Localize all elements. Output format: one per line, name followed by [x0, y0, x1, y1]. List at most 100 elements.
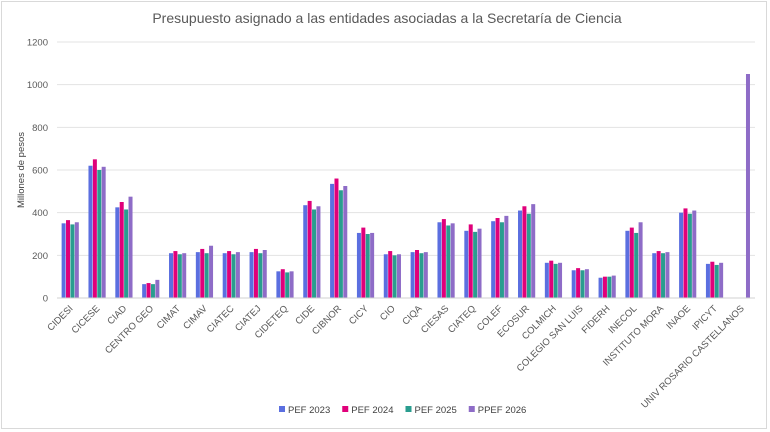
bar-pef-2025 — [231, 254, 236, 298]
bar-ppef-2026 — [289, 271, 294, 298]
y-tick-label: 400 — [32, 208, 48, 219]
bar-ppef-2026 — [101, 166, 106, 298]
x-tick-label: FIDERH — [580, 303, 613, 336]
bar-pef-2023 — [330, 183, 335, 298]
bar-pef-2024 — [522, 206, 527, 298]
legend-label: PEF 2023 — [288, 405, 330, 416]
bar-pef-2023 — [598, 277, 603, 298]
bar-ppef-2026 — [396, 254, 401, 298]
bar-pef-2023 — [464, 230, 469, 298]
bar-ppef-2026 — [182, 253, 187, 298]
bar-ppef-2026 — [209, 245, 214, 298]
bar-pef-2025 — [258, 253, 263, 298]
bar-pef-2025 — [634, 232, 639, 298]
bar-pef-2024 — [253, 248, 258, 298]
y-tick-label: 1000 — [27, 80, 48, 91]
bar-pef-2025 — [661, 253, 666, 298]
bar-pef-2025 — [312, 209, 317, 298]
bar-ppef-2026 — [665, 252, 670, 298]
bar-pef-2023 — [356, 232, 361, 298]
bar-pef-2023 — [652, 253, 657, 298]
bar-ppef-2026 — [423, 252, 428, 298]
bar-pef-2023 — [625, 230, 630, 298]
y-tick-label: 200 — [32, 251, 48, 262]
bar-pef-2024 — [576, 268, 581, 298]
bar-pef-2024 — [629, 227, 634, 298]
bar-pef-2023 — [142, 284, 147, 298]
bar-pef-2025 — [526, 213, 531, 298]
x-tick-label: CIATEQ — [446, 303, 478, 335]
bar-pef-2023 — [410, 252, 415, 298]
bar-pef-2025 — [285, 272, 290, 298]
bar-pef-2025 — [124, 209, 129, 298]
bar-pef-2023 — [195, 252, 200, 298]
bar-ppef-2026 — [316, 206, 321, 298]
bar-pef-2025 — [419, 253, 424, 298]
bar-pef-2025 — [150, 284, 155, 298]
bar-ppef-2026 — [531, 204, 536, 298]
bar-pef-2025 — [607, 276, 612, 298]
x-tick-label: CIATEC — [205, 303, 237, 335]
bar-pef-2024 — [307, 200, 312, 298]
bar-pef-2025 — [687, 213, 692, 298]
bar-pef-2025 — [204, 253, 209, 298]
legend-swatch — [405, 406, 412, 412]
x-tick-label: CIESAS — [419, 303, 451, 335]
bar-ppef-2026 — [74, 222, 79, 298]
y-tick-label: 0 — [43, 294, 48, 305]
bar-pef-2024 — [66, 220, 71, 298]
bar-pef-2025 — [365, 234, 370, 298]
x-tick-label: CIO — [378, 303, 398, 323]
bar-pef-2024 — [173, 251, 178, 298]
bar-pef-2023 — [249, 252, 254, 298]
bar-pef-2024 — [280, 269, 285, 298]
bar-pef-2023 — [276, 271, 281, 298]
bar-pef-2023 — [679, 212, 684, 298]
bar-ppef-2026 — [477, 228, 482, 298]
bar-pef-2024 — [441, 219, 446, 298]
bar-pef-2023 — [169, 253, 174, 298]
bar-pef-2024 — [119, 202, 124, 298]
bars — [61, 74, 750, 298]
bar-pef-2023 — [571, 270, 576, 298]
bar-pef-2024 — [549, 260, 554, 298]
bar-pef-2023 — [88, 165, 93, 298]
legend-label: PEF 2024 — [351, 405, 393, 416]
x-tick-label: CENTRO GEO — [103, 303, 156, 356]
bar-pef-2023 — [222, 253, 227, 298]
bar-pef-2023 — [491, 221, 496, 298]
bar-pef-2025 — [473, 231, 478, 298]
bar-ppef-2026 — [584, 269, 589, 298]
bar-pef-2024 — [227, 251, 232, 298]
bar-pef-2024 — [361, 227, 366, 298]
bar-pef-2023 — [705, 263, 710, 298]
bar-pef-2025 — [97, 170, 102, 298]
x-tick-label: CICESE — [70, 303, 103, 336]
bar-pef-2024 — [602, 276, 607, 298]
bar-pef-2025 — [177, 254, 182, 298]
x-tick-label: CIMAT — [155, 303, 183, 331]
bar-pef-2025 — [553, 263, 558, 298]
bar-ppef-2026 — [558, 262, 563, 298]
y-tick-label: 800 — [32, 123, 48, 134]
legend-swatch — [279, 406, 285, 412]
bar-ppef-2026 — [235, 252, 240, 298]
bar-pef-2024 — [656, 251, 661, 298]
bar-pef-2025 — [338, 190, 343, 298]
bar-pef-2025 — [70, 224, 75, 298]
bar-pef-2024 — [200, 248, 205, 298]
bar-ppef-2026 — [155, 279, 160, 298]
bar-pef-2025 — [580, 270, 585, 298]
bar-pef-2024 — [495, 218, 500, 298]
bar-pef-2023 — [544, 262, 549, 298]
bar-pef-2023 — [61, 223, 66, 298]
legend-swatch — [468, 406, 475, 412]
chart-title: Presupuesto asignado a las entidades aso… — [152, 10, 622, 26]
x-tick-label: CIQA — [400, 303, 425, 328]
bar-pef-2023 — [383, 254, 388, 298]
bar-pef-2025 — [499, 222, 504, 298]
bar-pef-2023 — [437, 222, 442, 298]
bar-ppef-2026 — [262, 250, 267, 298]
